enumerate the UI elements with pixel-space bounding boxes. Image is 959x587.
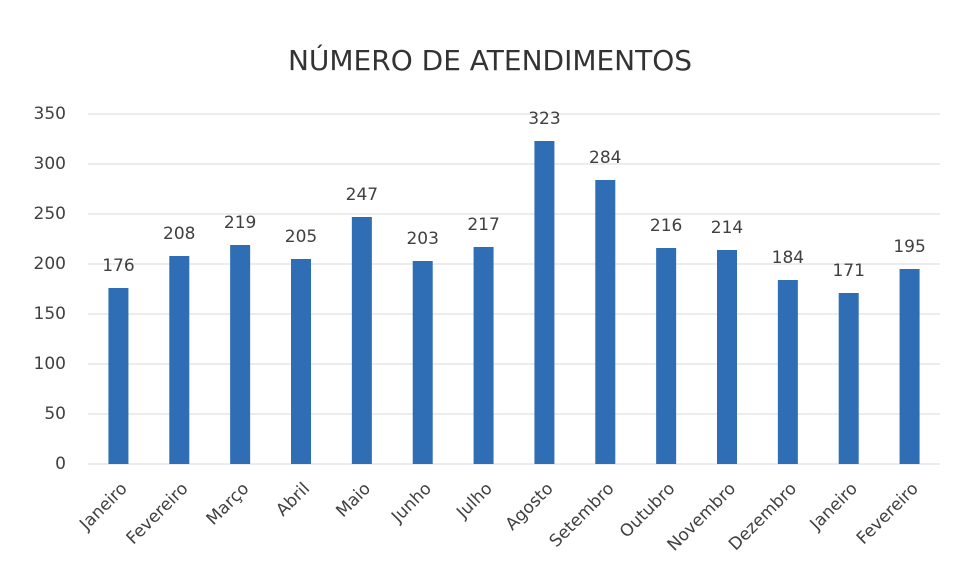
data-label: 219 [224, 213, 256, 233]
data-label: 205 [285, 227, 317, 247]
bar [656, 248, 677, 464]
bar [838, 293, 859, 464]
bar [351, 217, 372, 464]
data-label: 247 [346, 185, 378, 205]
data-label: 323 [528, 109, 560, 129]
bar [412, 261, 433, 464]
bar [899, 269, 920, 464]
y-tick-label: 100 [34, 354, 66, 374]
data-label: 171 [832, 261, 864, 281]
bar [169, 256, 190, 464]
bar [777, 280, 798, 464]
bar [108, 288, 129, 464]
y-tick-label: 350 [34, 104, 66, 124]
data-label: 208 [163, 224, 195, 244]
y-tick-label: 300 [34, 154, 66, 174]
data-label: 184 [772, 248, 804, 268]
bar [473, 247, 494, 464]
bar [534, 141, 555, 464]
y-tick-label: 200 [34, 254, 66, 274]
bar [291, 259, 311, 464]
y-tick-label: 250 [34, 204, 66, 224]
y-tick-label: 150 [34, 304, 66, 324]
data-label: 214 [711, 218, 743, 238]
y-tick-label: 50 [44, 404, 66, 424]
data-label: 284 [589, 148, 621, 168]
bar [230, 245, 251, 464]
data-label: 195 [893, 237, 925, 257]
data-label: 203 [406, 229, 438, 249]
y-tick-label: 0 [55, 454, 66, 474]
data-label: 217 [467, 215, 499, 235]
bar [595, 180, 616, 464]
chart-title: NÚMERO DE ATENDIMENTOS [288, 43, 692, 77]
bar [717, 250, 737, 464]
data-label: 216 [650, 216, 682, 236]
data-label: 176 [102, 256, 134, 276]
